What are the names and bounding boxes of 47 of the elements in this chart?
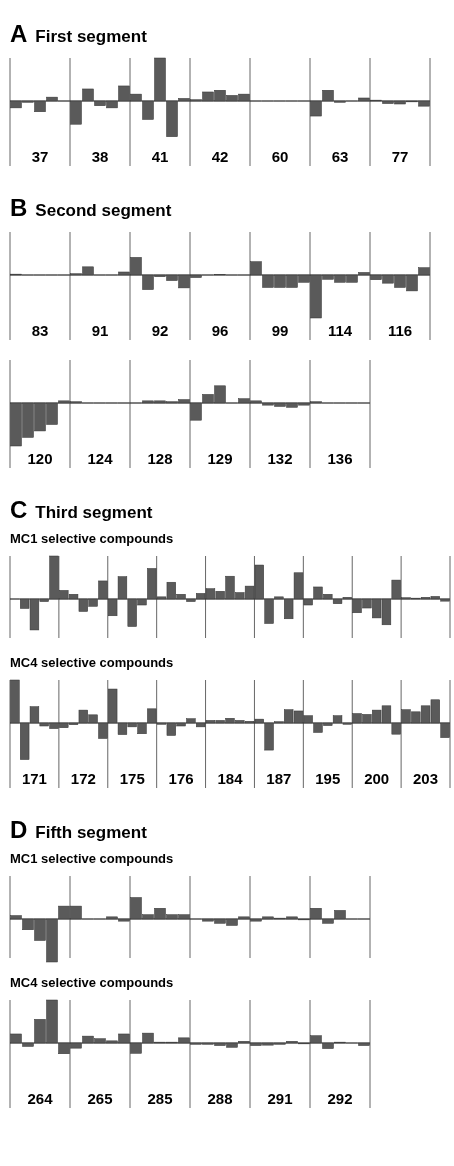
x-tick-label: 92 xyxy=(151,322,169,339)
x-tick-label: 120 xyxy=(27,450,53,467)
x-tick-label: 285 xyxy=(147,1090,173,1107)
chart-title: Fifth segment xyxy=(35,823,148,842)
x-tick-label: 264 xyxy=(27,1090,54,1107)
x-tick-label: 37 xyxy=(31,148,49,165)
x-tick-label: 96 xyxy=(211,322,229,339)
x-tick-label: 77 xyxy=(391,148,409,165)
text: C xyxy=(10,496,28,523)
x-tick-label: 114 xyxy=(327,322,353,339)
x-tick-label: 265 xyxy=(87,1090,113,1107)
x-tick-label: 203 xyxy=(413,770,439,787)
chart-title: Third segment xyxy=(35,503,153,522)
x-tick-label: 42 xyxy=(211,148,229,165)
x-tick-label: 99 xyxy=(271,322,289,339)
x-tick-label: 292 xyxy=(327,1090,353,1107)
text: B xyxy=(10,194,28,221)
x-tick-label: 63 xyxy=(331,148,349,165)
x-tick-label: 175 xyxy=(119,770,145,787)
x-tick-label: 91 xyxy=(91,322,109,339)
chart-subtitle: MC1 selective compounds xyxy=(10,851,174,866)
x-tick-label: 128 xyxy=(147,450,173,467)
x-tick-label: 41 xyxy=(151,148,169,165)
chart-title: First segment xyxy=(35,27,148,46)
x-tick-label: 116 xyxy=(387,322,413,339)
x-tick-label: 136 xyxy=(327,450,353,467)
x-tick-label: 187 xyxy=(266,770,292,787)
x-tick-label: 195 xyxy=(315,770,341,787)
x-tick-label: 291 xyxy=(267,1090,293,1107)
x-tick-label: 172 xyxy=(70,770,96,787)
x-tick-label: 38 xyxy=(91,148,109,165)
text: A xyxy=(10,20,28,47)
x-tick-label: 171 xyxy=(21,770,47,787)
chart-title: Second segment xyxy=(35,201,172,220)
x-tick-label: 288 xyxy=(207,1090,233,1107)
x-tick-label: 200 xyxy=(364,770,390,787)
x-tick-label: 124 xyxy=(87,450,114,467)
x-tick-label: 129 xyxy=(207,450,233,467)
chart-subtitle: MC1 selective compounds xyxy=(10,531,174,546)
chart-title: MC4 selective compounds xyxy=(10,655,174,670)
text: D xyxy=(10,816,28,843)
x-tick-label: 184 xyxy=(217,770,244,787)
chart-title: MC4 selective compounds xyxy=(10,975,174,990)
x-tick-label: 60 xyxy=(271,148,289,165)
x-tick-label: 83 xyxy=(31,322,49,339)
x-tick-label: 132 xyxy=(267,450,293,467)
x-tick-label: 176 xyxy=(168,770,194,787)
